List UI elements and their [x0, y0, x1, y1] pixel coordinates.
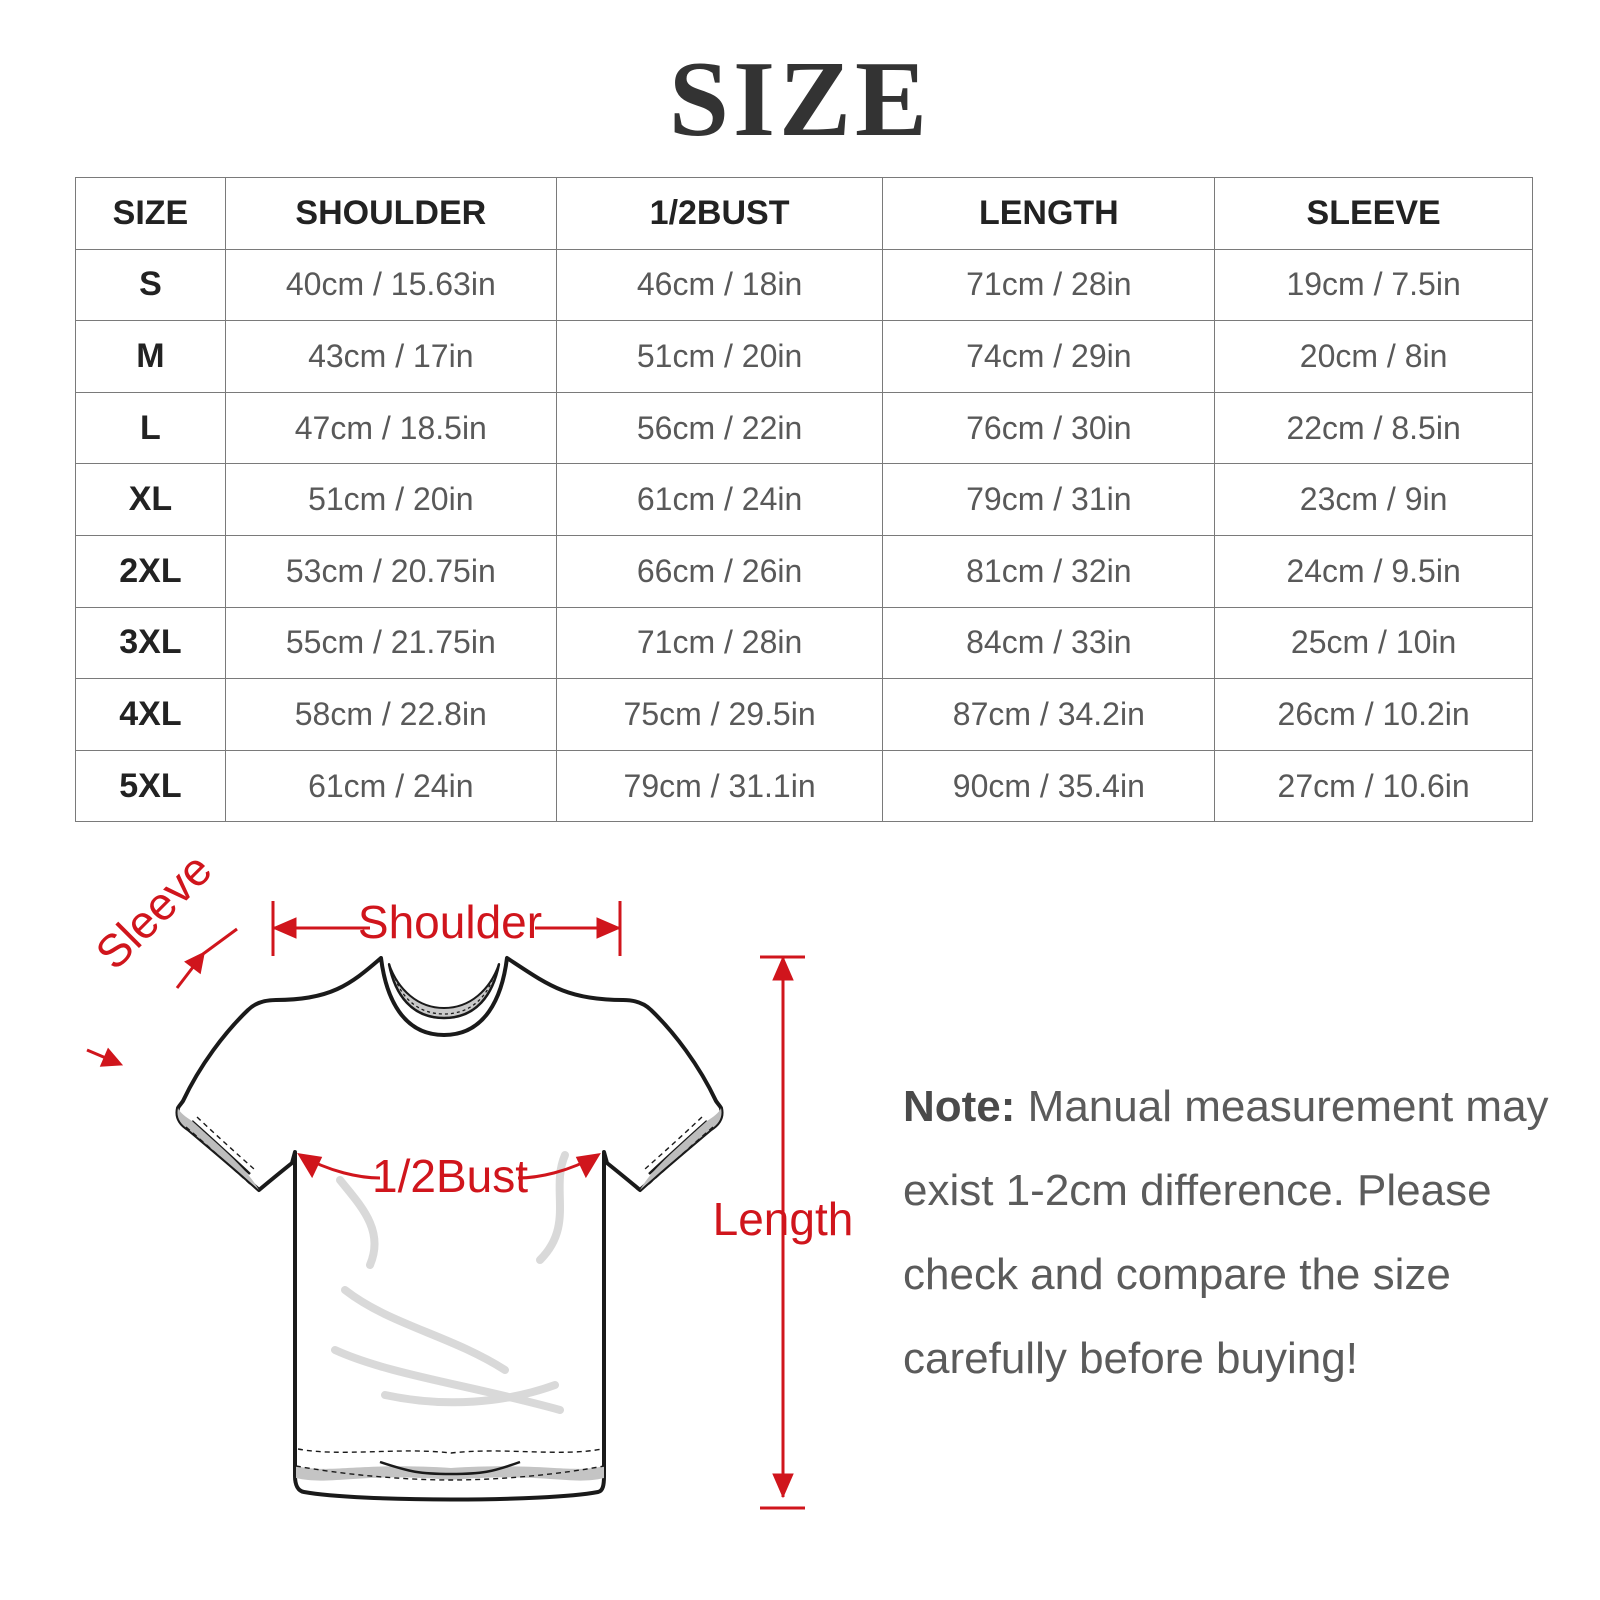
svg-text:Length: Length [713, 1193, 854, 1245]
svg-text:1/2Bust: 1/2Bust [372, 1150, 528, 1202]
svg-text:Shoulder: Shoulder [358, 896, 542, 948]
